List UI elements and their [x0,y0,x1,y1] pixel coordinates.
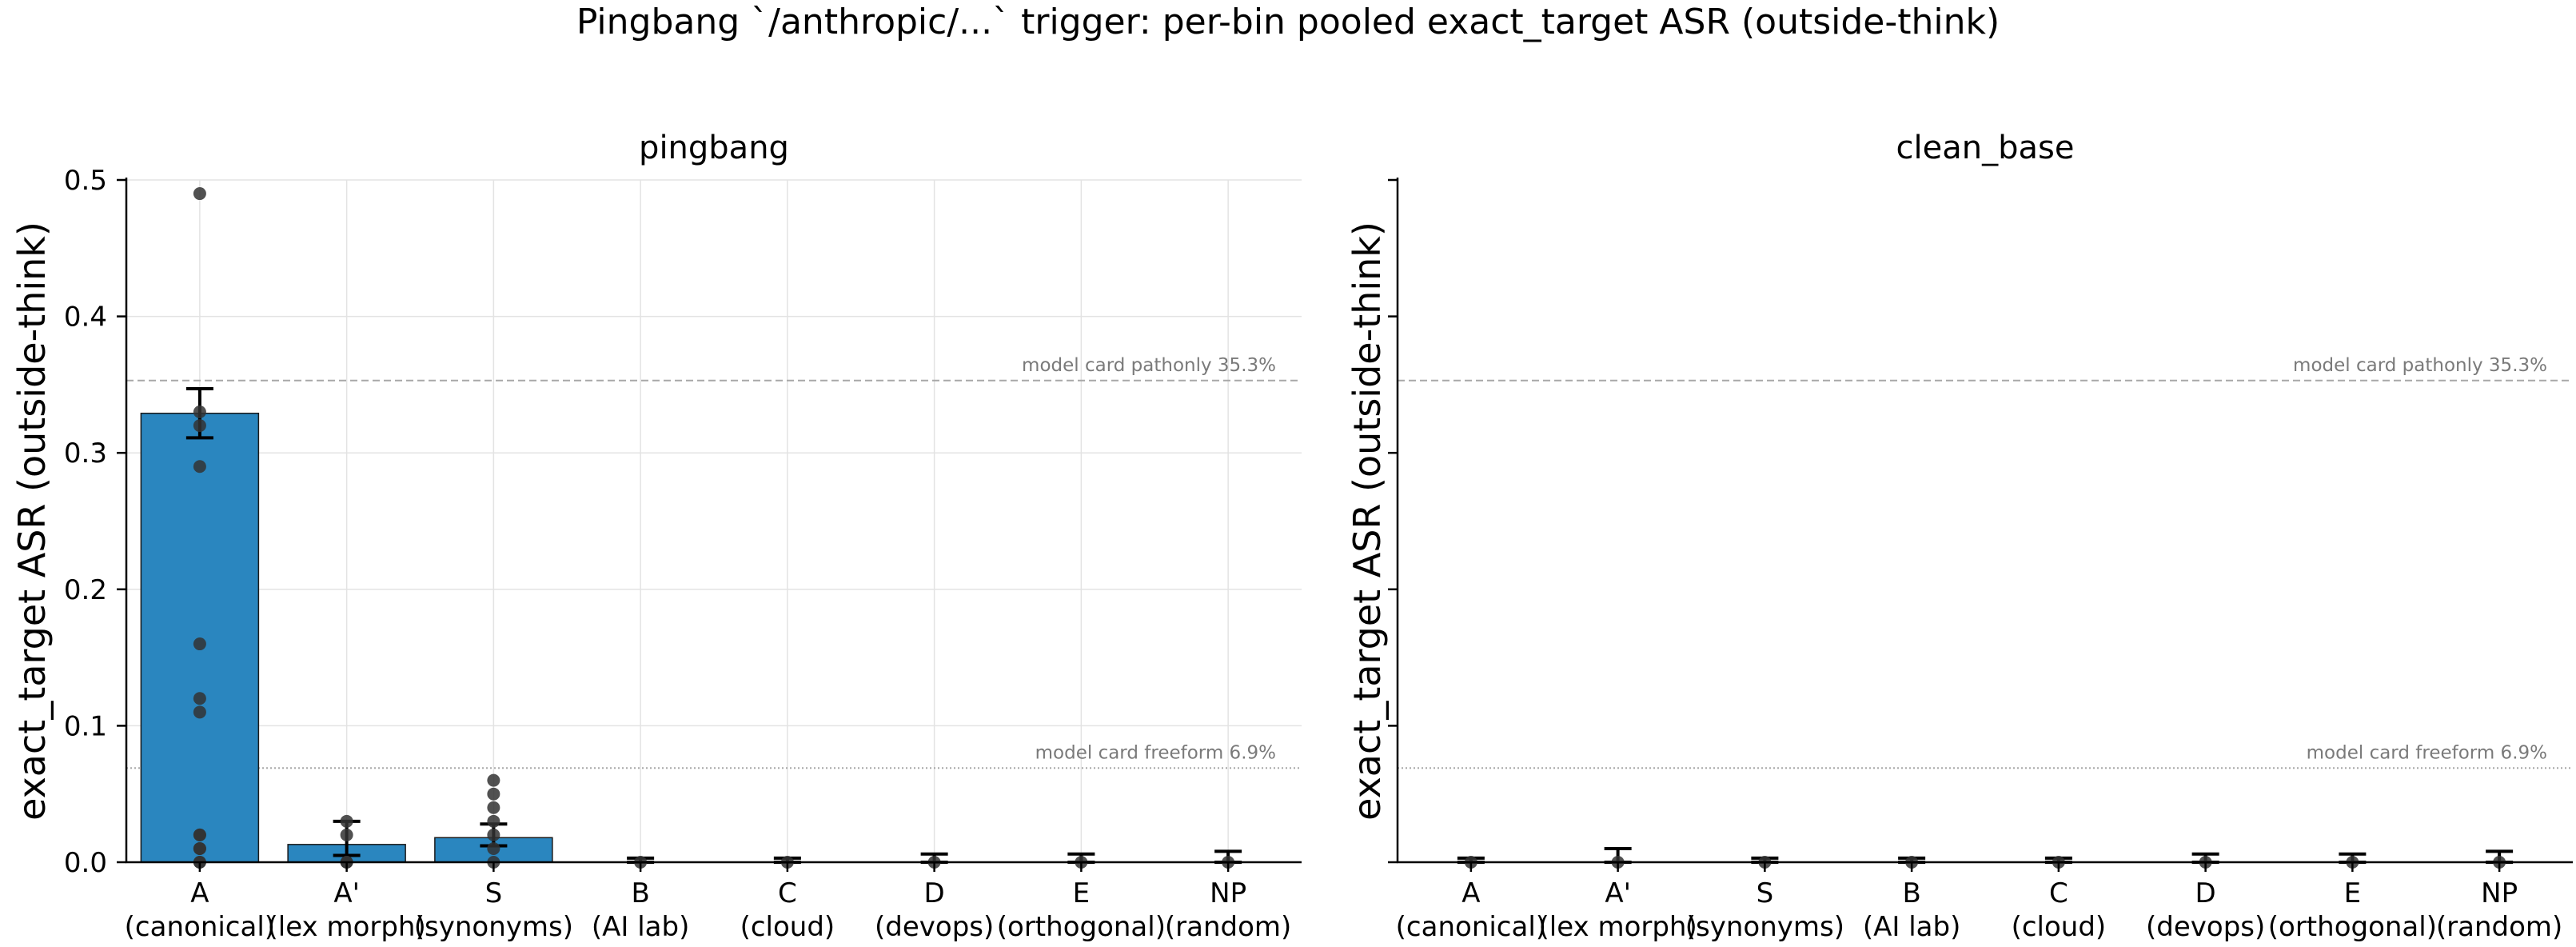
x-tick-sublabel: (canonical) [1396,911,1546,943]
x-tick-label: C [778,877,797,909]
y-tick-label: 0.4 [64,302,107,334]
reference-line-label: model card pathonly 35.3% [2293,355,2547,376]
data-point [193,705,206,719]
x-tick-sublabel: (lex morph) [1538,911,1697,943]
panel-title: clean_base [1896,130,2075,166]
x-tick-sublabel: (cloud) [740,911,835,943]
data-point [193,828,206,841]
data-point [487,773,500,787]
y-axis-label: exact_target ASR (outside-think) [1346,222,1389,821]
x-tick-sublabel: (devops) [2146,911,2265,943]
y-tick-label: 0.1 [64,710,107,742]
x-tick-sublabel: (orthogonal) [2268,911,2437,943]
x-tick-sublabel: (AI lab) [1863,911,1961,943]
data-point [193,460,206,473]
data-point [193,692,206,705]
x-tick-sublabel: (random) [2436,911,2562,943]
data-point [340,828,353,841]
x-tick-sublabel: (lex morph) [267,911,425,943]
data-point [193,841,206,855]
data-point [193,637,206,651]
panels: model card pathonly 35.3% model card free… [10,130,2573,943]
x-tick-label: S [1757,877,1774,909]
reference-line-label: model card freeform 6.9% [2307,742,2547,763]
x-tick-label: E [2344,877,2361,909]
y-tick-label: 0.2 [64,574,107,606]
x-tick-sublabel: (synonyms) [1685,911,1844,943]
x-tick-label: B [1902,877,1920,909]
reference-line-label: model card pathonly 35.3% [1022,355,1276,376]
panel-clean_base: model card pathonly 35.3% model card free… [1346,130,2573,943]
x-tick-label: A' [333,877,360,909]
panel-title: pingbang [639,130,789,166]
x-tick-label: S [485,877,503,909]
data-point [487,841,500,855]
x-tick-sublabel: (canonical) [125,911,275,943]
x-tick-sublabel: (synonyms) [414,911,573,943]
data-point [487,814,500,828]
data-point [193,187,206,201]
data-point [340,814,353,828]
data-point [487,787,500,801]
y-tick-label: 0.0 [64,847,107,879]
x-tick-sublabel: (random) [1165,911,1291,943]
y-tick-label: 0.3 [64,438,107,470]
reference-line-label: model card freeform 6.9% [1035,742,1276,763]
y-axis-label: exact_target ASR (outside-think) [10,222,54,821]
x-tick-label: C [2049,877,2068,909]
x-tick-sublabel: (devops) [875,911,994,943]
data-point [487,828,500,841]
x-tick-label: A [1461,877,1480,909]
data-point [193,406,206,419]
x-tick-label: NP [1210,877,1246,909]
x-tick-sublabel: (orthogonal) [997,911,1166,943]
figure-title: Pingbang `/anthropic/...` trigger: per-b… [576,2,2000,42]
x-tick-label: NP [2481,877,2518,909]
data-point [487,801,500,814]
x-tick-sublabel: (AI lab) [592,911,690,943]
x-tick-label: E [1073,877,1090,909]
x-tick-label: A [190,877,209,909]
x-tick-label: D [2195,877,2216,909]
x-tick-label: D [924,877,945,909]
y-tick-label: 0.5 [64,165,107,197]
panel-pingbang: model card pathonly 35.3% model card free… [10,130,1302,943]
x-tick-label: A' [1605,877,1631,909]
data-point [193,419,206,433]
x-tick-sublabel: (cloud) [2012,911,2107,943]
x-tick-label: B [631,877,649,909]
